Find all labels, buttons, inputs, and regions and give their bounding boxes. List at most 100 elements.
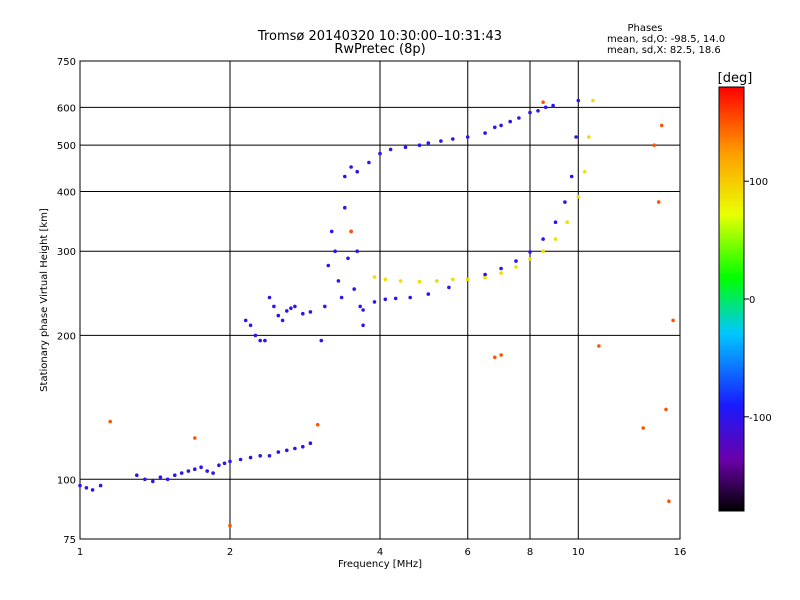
data-point xyxy=(135,473,139,478)
data-point xyxy=(361,308,365,312)
data-point xyxy=(417,143,422,147)
data-point xyxy=(158,475,163,480)
data-point xyxy=(493,355,497,360)
data-point xyxy=(641,426,645,430)
series-es-f1-scattered-echoes xyxy=(243,295,313,343)
x-tick-label: 4 xyxy=(377,547,383,558)
data-point xyxy=(267,295,272,300)
data-point xyxy=(151,479,155,484)
data-point xyxy=(574,135,578,139)
data-point xyxy=(541,237,545,241)
data-point xyxy=(276,313,281,318)
data-point xyxy=(483,272,487,277)
data-point xyxy=(517,116,521,120)
data-point xyxy=(346,256,350,261)
data-point xyxy=(587,135,591,139)
data-point xyxy=(199,465,203,470)
data-point xyxy=(383,297,388,302)
data-point xyxy=(528,110,532,115)
data-point xyxy=(528,257,532,261)
data-point xyxy=(272,304,276,309)
data-point xyxy=(536,109,540,113)
data-point xyxy=(514,259,518,263)
data-point xyxy=(528,250,532,254)
data-point xyxy=(563,200,567,204)
phases-heading: Phases xyxy=(627,23,662,34)
data-point xyxy=(499,271,503,275)
data-point xyxy=(315,423,320,427)
y-tick-label: 100 xyxy=(57,475,76,486)
x-tick-label: 16 xyxy=(674,547,687,558)
data-point xyxy=(576,195,581,199)
data-point xyxy=(483,131,487,135)
y-tick-label: 300 xyxy=(57,247,76,258)
colorbar-tick-label: -100 xyxy=(749,413,772,424)
data-point xyxy=(378,151,382,156)
y-tick-label: 200 xyxy=(57,331,76,342)
y-tick-label: 400 xyxy=(57,187,76,198)
data-point xyxy=(276,450,281,454)
data-point xyxy=(352,287,357,291)
x-tick-label: 6 xyxy=(465,547,471,558)
data-point xyxy=(483,276,487,280)
data-point xyxy=(186,469,191,473)
data-point xyxy=(569,174,574,179)
data-point xyxy=(514,265,518,269)
chart-title: Tromsø 20140320 10:30:00–10:31:43 xyxy=(257,29,502,44)
data-point xyxy=(217,463,221,468)
data-point xyxy=(333,249,337,253)
data-point xyxy=(551,103,555,108)
data-point xyxy=(582,169,587,174)
data-point xyxy=(267,454,272,458)
data-point xyxy=(499,266,503,271)
data-point xyxy=(143,477,147,482)
data-point xyxy=(671,318,675,323)
data-point xyxy=(499,123,503,128)
data-point xyxy=(576,98,581,103)
colorbar-tick-label: 100 xyxy=(749,177,768,188)
data-point xyxy=(258,338,263,343)
data-point xyxy=(358,304,363,309)
data-point xyxy=(179,471,184,475)
data-point xyxy=(301,444,305,449)
data-point xyxy=(361,323,365,328)
colorbar xyxy=(718,86,745,512)
data-point xyxy=(108,419,112,424)
data-point xyxy=(426,292,431,296)
data-point xyxy=(253,333,258,338)
data-point xyxy=(388,147,393,152)
data-point xyxy=(211,471,215,475)
series-e-layer-o-mode-trace xyxy=(78,441,313,492)
data-point xyxy=(222,461,227,466)
chart-subtitle: RwPretec (8p) xyxy=(334,42,425,57)
data-point xyxy=(541,249,545,253)
data-point xyxy=(667,499,671,504)
x-tick-label: 8 xyxy=(527,547,533,558)
data-point xyxy=(408,295,413,300)
x-tick-label: 10 xyxy=(572,547,585,558)
data-point xyxy=(173,473,177,478)
data-point xyxy=(652,143,656,147)
data-point xyxy=(289,306,293,311)
data-point xyxy=(285,309,289,313)
data-point xyxy=(329,229,334,234)
series-f-region-spread-echoes xyxy=(319,205,365,343)
data-point xyxy=(355,249,360,253)
x-tick-label: 2 xyxy=(227,547,233,558)
data-point xyxy=(193,436,197,440)
data-point xyxy=(656,200,661,204)
data-point xyxy=(451,137,455,141)
data-point xyxy=(326,263,331,268)
data-point xyxy=(465,277,470,282)
data-point xyxy=(258,454,263,458)
data-point xyxy=(355,169,360,174)
data-point xyxy=(426,141,431,145)
data-point xyxy=(248,323,253,328)
data-point xyxy=(435,279,439,283)
data-point xyxy=(439,139,443,143)
x-tick-label: 1 xyxy=(77,547,83,558)
data-point xyxy=(508,119,512,124)
x-axis-label: Frequency [MHz] xyxy=(338,559,422,570)
y-axis-label: Stationary phase Virtual Height [km] xyxy=(39,208,50,392)
